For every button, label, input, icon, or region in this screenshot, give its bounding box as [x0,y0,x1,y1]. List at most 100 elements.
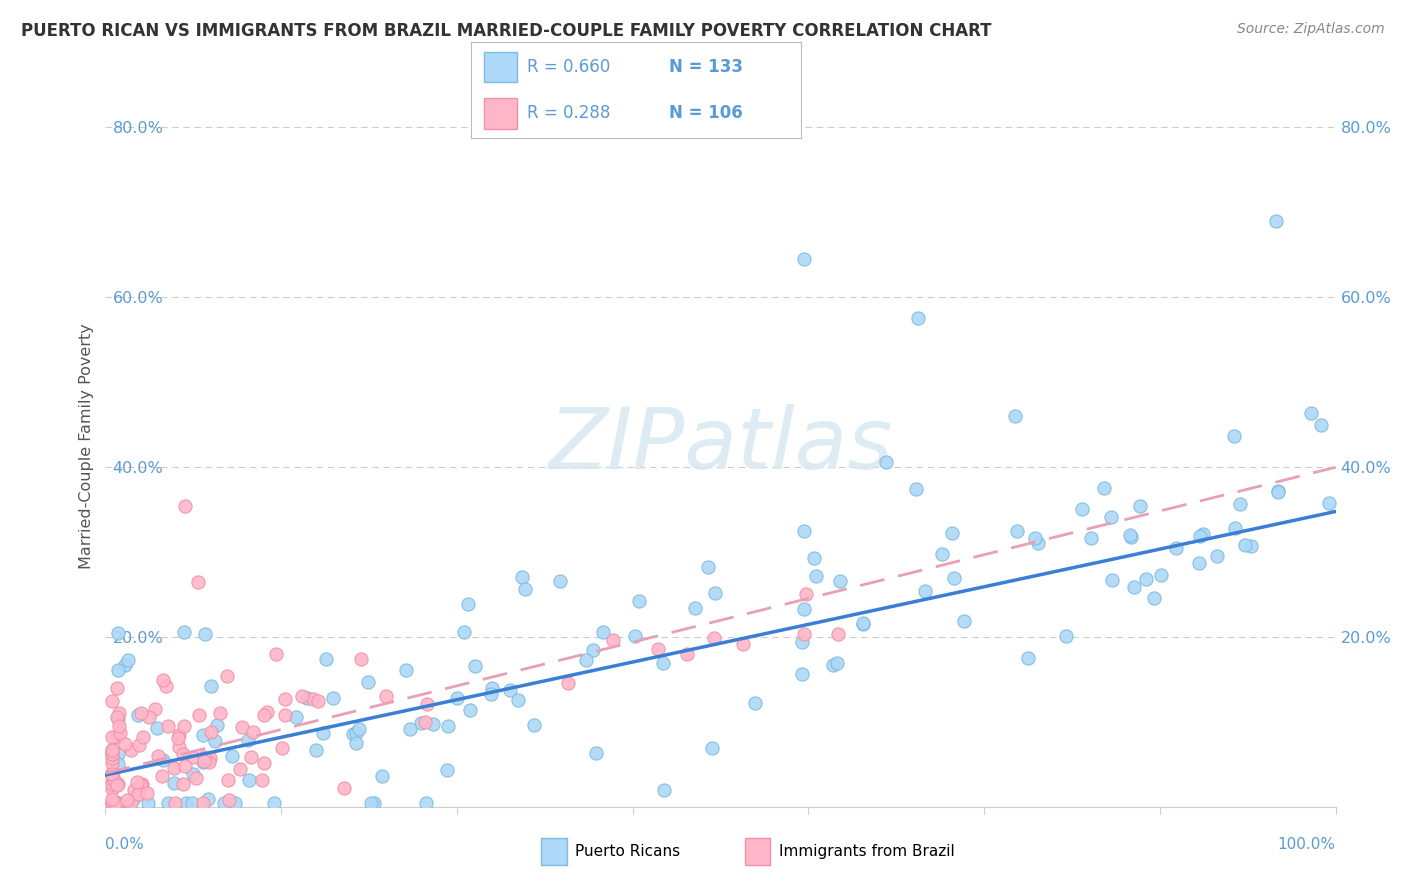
Point [322,690,344,705]
Point [181,767,204,781]
Text: 100.0%: 100.0% [1278,837,1336,852]
Point [100,774,122,789]
Point [205,718,228,732]
Point [156,796,179,810]
Point [827,627,849,641]
Point [200,725,222,739]
Point [1004,409,1026,424]
Point [371,769,394,783]
Point [941,525,963,540]
Point [136,796,159,810]
Point [107,777,129,791]
Point [409,715,432,730]
Point [1267,484,1289,499]
Point [256,705,278,719]
Point [1265,213,1288,227]
Point [1071,502,1094,516]
Point [793,602,815,616]
FancyBboxPatch shape [484,98,517,128]
Point [627,593,650,607]
Point [312,726,335,740]
Point [506,693,529,707]
Point [105,796,128,810]
Point [100,743,122,757]
Point [704,586,727,600]
Text: ZIPatlas: ZIPatlas [548,404,893,488]
Point [271,740,294,755]
Point [152,754,174,768]
Point [464,659,486,673]
Point [100,730,122,744]
Point [1119,528,1142,542]
Point [136,786,159,800]
Point [374,689,396,703]
Point [128,738,150,752]
Point [1319,496,1341,510]
Point [127,787,149,801]
Y-axis label: Married-Couple Family Poverty: Married-Couple Family Poverty [79,323,94,569]
Point [194,627,217,641]
Point [127,774,149,789]
Point [360,796,382,810]
Point [184,771,207,785]
Point [100,782,122,797]
Point [457,597,479,611]
Point [305,743,328,757]
Point [793,524,815,538]
Point [163,762,186,776]
Point [193,749,215,764]
Point [398,722,420,736]
Point [422,717,444,731]
Point [104,796,127,810]
Point [821,658,844,673]
Point [114,658,136,673]
Point [122,792,145,806]
Point [100,796,122,810]
Point [1150,567,1173,582]
Point [1310,418,1333,433]
Point [150,769,173,783]
Point [943,571,966,585]
Point [357,675,380,690]
Point [416,698,439,712]
Point [301,691,323,706]
Point [796,587,818,601]
Point [1135,573,1157,587]
Point [1054,629,1077,643]
Point [1101,573,1123,587]
Point [1017,650,1039,665]
Point [263,796,285,810]
Point [148,749,170,764]
Point [138,710,160,724]
Text: Source: ZipAtlas.com: Source: ZipAtlas.com [1237,22,1385,37]
Point [193,754,215,768]
Point [291,690,314,704]
Point [129,778,152,792]
Point [152,673,174,688]
Point [793,627,815,641]
Point [1119,530,1142,544]
Point [905,482,928,496]
Point [446,691,468,706]
FancyBboxPatch shape [484,52,517,82]
Point [188,707,211,722]
Point [208,706,231,720]
Point [931,547,953,561]
Point [1229,497,1251,511]
Point [250,772,273,787]
Point [1299,406,1322,420]
Point [315,652,337,666]
Point [114,737,136,751]
Point [100,744,122,758]
Point [100,777,122,791]
Point [252,708,274,723]
Point [1192,527,1215,541]
Point [700,741,723,756]
Point [264,647,287,661]
Point [197,792,219,806]
Point [582,643,605,657]
Point [215,669,238,683]
Point [187,574,209,589]
Point [585,746,607,760]
Point [117,793,139,807]
